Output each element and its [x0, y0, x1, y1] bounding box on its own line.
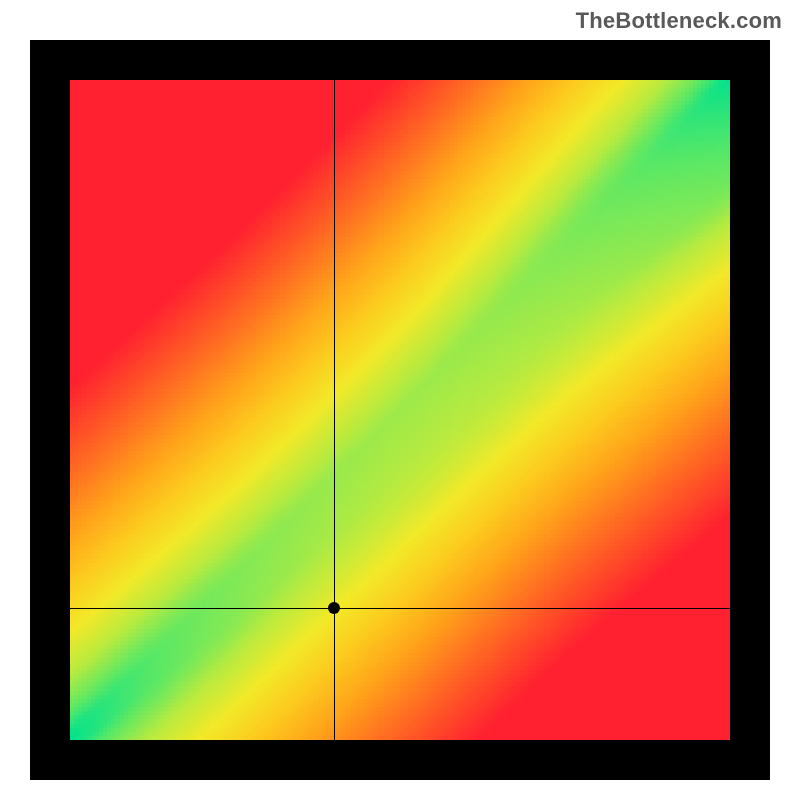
attribution-label: TheBottleneck.com — [576, 8, 782, 34]
figure-container: TheBottleneck.com — [0, 0, 800, 800]
plot-border-frame — [30, 40, 770, 780]
bottleneck-heatmap — [70, 80, 730, 740]
